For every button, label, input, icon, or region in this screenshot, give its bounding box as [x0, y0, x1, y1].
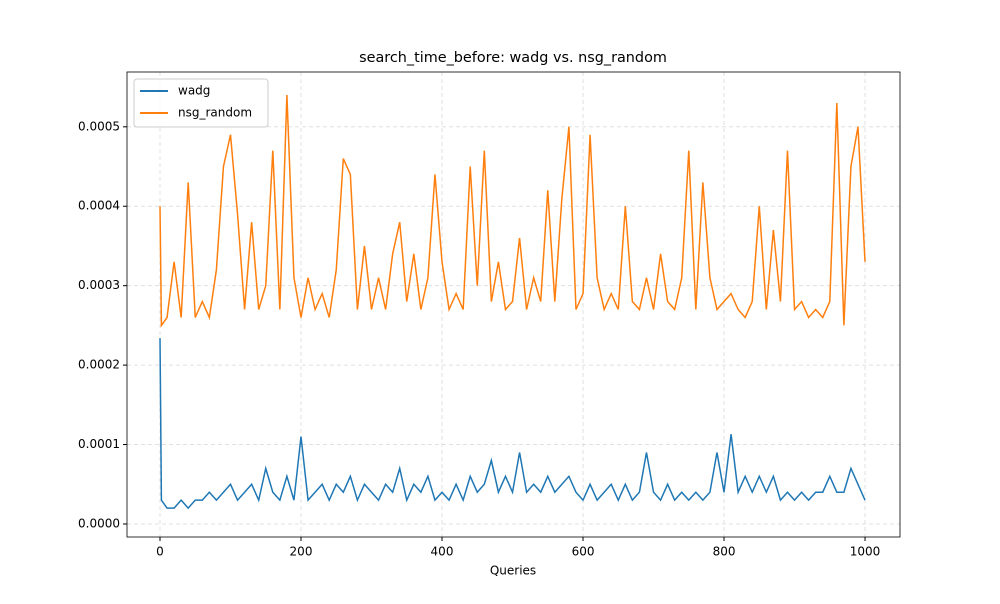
y-tick-label: 0.0000 — [78, 516, 120, 530]
y-tick-label: 0.0003 — [78, 278, 120, 292]
legend-label: nsg_random — [178, 106, 252, 120]
chart-title: search_time_before: wadg vs. nsg_random — [359, 50, 667, 66]
plot-frame — [126, 71, 901, 538]
legend-label: wadg — [178, 84, 210, 98]
x-tick-label: 600 — [572, 545, 595, 559]
y-tick-label: 0.0004 — [78, 199, 120, 213]
y-tick-label: 0.0001 — [78, 437, 120, 451]
x-axis-label: Queries — [490, 564, 536, 578]
x-tick-label: 200 — [290, 545, 313, 559]
x-tick-label: 800 — [713, 545, 736, 559]
y-tick-label: 0.0002 — [78, 358, 120, 372]
x-tick-label: 1000 — [850, 545, 881, 559]
y-tick-label: 0.0005 — [78, 119, 120, 133]
line-series — [159, 338, 866, 510]
x-tick-label: 0 — [156, 545, 164, 559]
line-series — [159, 95, 866, 328]
x-tick-label: 400 — [431, 545, 454, 559]
